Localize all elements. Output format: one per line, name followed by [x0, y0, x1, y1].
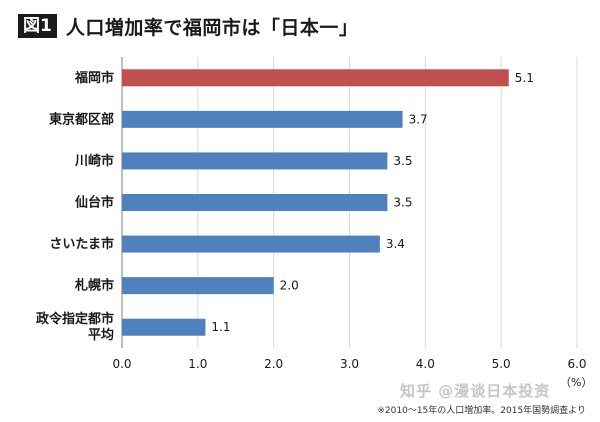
- x-tick-label: 4.0: [416, 357, 435, 371]
- data-label: 3.5: [393, 196, 412, 210]
- x-tick-label: 0.0: [112, 357, 131, 371]
- bar: [122, 235, 380, 253]
- data-label: 5.1: [515, 71, 534, 85]
- category-label: さいたま市: [49, 236, 114, 252]
- x-tick-label: 5.0: [492, 357, 511, 371]
- x-tick-label: 1.0: [188, 357, 207, 371]
- bar: [122, 110, 403, 128]
- figure-title: 人口増加率で福岡市は「日本一」: [65, 16, 359, 39]
- watermark: 知乎 @漫谈日本投资: [400, 382, 551, 400]
- data-label: 1.1: [211, 320, 230, 334]
- category-label: 福岡市: [74, 70, 114, 86]
- data-label: 2.0: [280, 279, 299, 293]
- bar: [122, 194, 388, 211]
- figure-badge: 図1: [18, 14, 57, 38]
- data-label: 3.5: [393, 154, 412, 168]
- x-unit-label: （%）: [560, 376, 592, 389]
- category-label: 札幌市: [74, 278, 114, 294]
- x-tick-label: 2.0: [264, 357, 283, 371]
- bar: [122, 318, 206, 336]
- category-label: 仙台市: [75, 195, 114, 211]
- data-label: 3.7: [409, 112, 428, 126]
- source-note: ※2010～15年の人口増加率。2015年国勢調査より: [377, 406, 586, 416]
- bar: [122, 277, 274, 295]
- bar: [122, 152, 388, 170]
- category-label: 川崎市: [74, 153, 114, 169]
- category-label: 東京都区部: [49, 111, 114, 127]
- data-label: 3.4: [386, 237, 405, 251]
- bar: [122, 69, 509, 87]
- figure-title-row: 図1 人口増加率で福岡市は「日本一」: [18, 12, 358, 40]
- category-label: 政令指定都市平均: [36, 311, 114, 343]
- x-tick-label: 3.0: [340, 357, 359, 371]
- x-tick-label: 6.0: [567, 357, 586, 371]
